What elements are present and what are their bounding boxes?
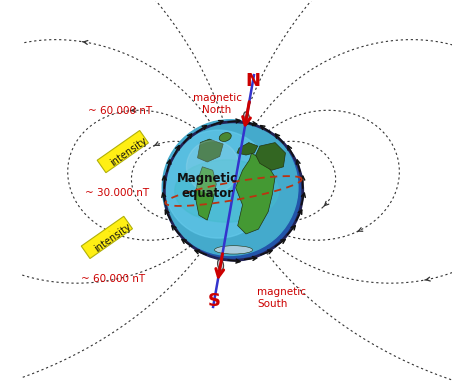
Text: ~ 60.000 nT: ~ 60.000 nT bbox=[81, 274, 146, 284]
Circle shape bbox=[164, 130, 272, 238]
Ellipse shape bbox=[215, 246, 253, 254]
Circle shape bbox=[164, 122, 303, 260]
Circle shape bbox=[186, 140, 239, 193]
Ellipse shape bbox=[219, 133, 231, 142]
Text: S: S bbox=[208, 293, 220, 310]
Polygon shape bbox=[195, 167, 216, 220]
Polygon shape bbox=[81, 216, 133, 259]
Polygon shape bbox=[236, 153, 275, 234]
Text: magnetic
South: magnetic South bbox=[257, 287, 306, 309]
Ellipse shape bbox=[175, 160, 279, 222]
Text: ~ 30.000 nT: ~ 30.000 nT bbox=[85, 188, 149, 198]
Polygon shape bbox=[97, 130, 148, 173]
Text: magnetic
North: magnetic North bbox=[192, 93, 242, 115]
Polygon shape bbox=[237, 143, 258, 155]
Text: Magnetic
equator: Magnetic equator bbox=[177, 172, 238, 200]
Circle shape bbox=[162, 120, 298, 256]
Text: intensity: intensity bbox=[92, 221, 133, 254]
Polygon shape bbox=[255, 143, 285, 170]
Polygon shape bbox=[198, 139, 223, 162]
Text: N: N bbox=[246, 72, 261, 89]
Text: intensity: intensity bbox=[108, 135, 149, 168]
Text: ~ 60.000 nT: ~ 60.000 nT bbox=[88, 107, 152, 116]
